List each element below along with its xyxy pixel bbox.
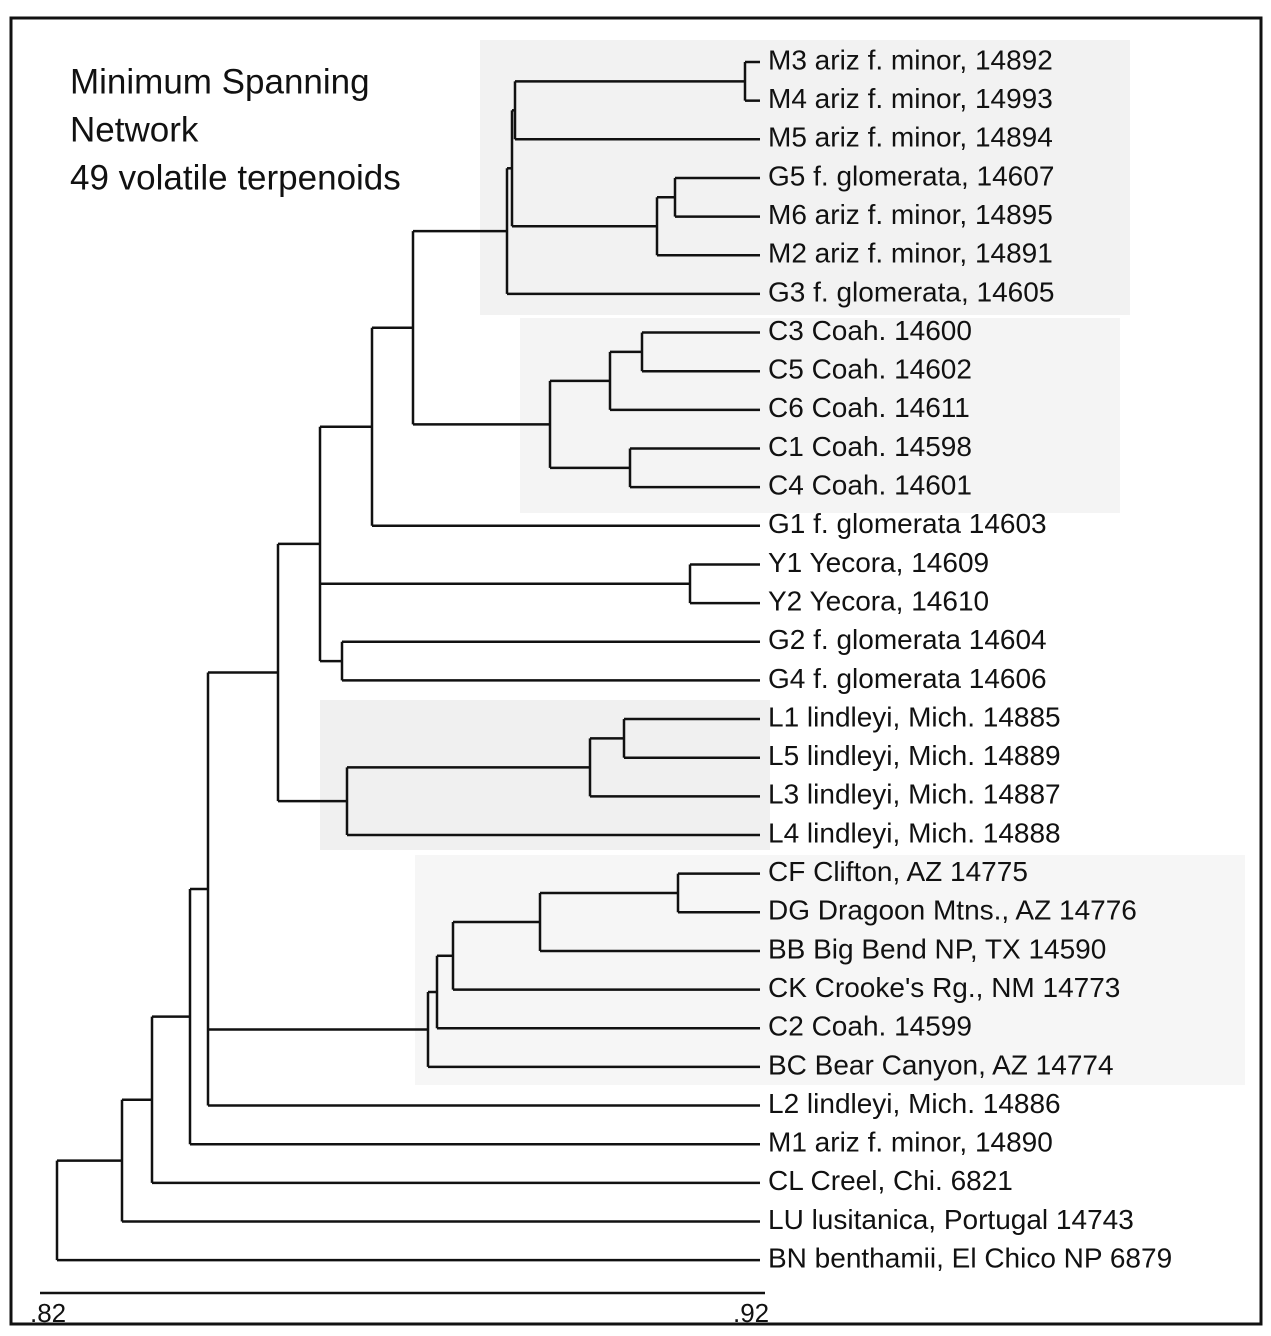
leaf-label: BN benthamii, El Chico NP 6879	[768, 1243, 1172, 1274]
leaf-label: M6 ariz f. minor, 14895	[768, 199, 1053, 230]
title-line: Minimum Spanning	[70, 62, 370, 101]
leaf-label: Y1 Yecora, 14609	[768, 547, 989, 578]
title-line: Network	[70, 110, 199, 149]
axis-tick-label: .92	[733, 1298, 769, 1328]
leaf-label: G3 f. glomerata, 14605	[768, 276, 1054, 307]
shade	[480, 40, 1130, 315]
leaf-label: G5 f. glomerata, 14607	[768, 160, 1054, 191]
leaf-label: DG Dragoon Mtns., AZ 14776	[768, 895, 1137, 926]
shade	[520, 318, 1120, 513]
leaf-label: M1 ariz f. minor, 14890	[768, 1127, 1053, 1158]
shade	[320, 700, 770, 850]
leaf-label: C2 Coah. 14599	[768, 1011, 972, 1042]
leaf-label: C1 Coah. 14598	[768, 431, 972, 462]
leaf-label: CK Crooke's Rg., NM 14773	[768, 972, 1120, 1003]
leaf-label: LU lusitanica, Portugal 14743	[768, 1204, 1134, 1235]
title-line: 49 volatile terpenoids	[70, 158, 401, 197]
leaf-label: G4 f. glomerata 14606	[768, 663, 1047, 694]
axis-tick-label: .82	[30, 1298, 66, 1328]
leaf-label: CF Clifton, AZ 14775	[768, 856, 1028, 887]
leaf-label: M3 ariz f. minor, 14892	[768, 44, 1053, 75]
leaf-label: CL Creel, Chi. 6821	[768, 1165, 1013, 1196]
leaf-label: C4 Coah. 14601	[768, 470, 972, 501]
leaf-label: Y2 Yecora, 14610	[768, 585, 989, 616]
leaf-label: M2 ariz f. minor, 14891	[768, 238, 1053, 269]
leaf-label: BB Big Bend NP, TX 14590	[768, 933, 1106, 964]
leaf-label: M4 ariz f. minor, 14993	[768, 83, 1053, 114]
leaf-label: L1 lindleyi, Mich. 14885	[768, 701, 1061, 732]
leaf-label: L3 lindleyi, Mich. 14887	[768, 779, 1061, 810]
frame	[9, 16, 1263, 1326]
leaf-label: L2 lindleyi, Mich. 14886	[768, 1088, 1061, 1119]
leaf-label: C3 Coah. 14600	[768, 315, 972, 346]
leaf-label: G2 f. glomerata 14604	[768, 624, 1047, 655]
leaf-label: BC Bear Canyon, AZ 14774	[768, 1049, 1114, 1080]
leaf-label: L4 lindleyi, Mich. 14888	[768, 817, 1061, 848]
leaf-label: C6 Coah. 14611	[768, 392, 970, 423]
leaf-label: M5 ariz f. minor, 14894	[768, 122, 1053, 153]
leaf-label: C5 Coah. 14602	[768, 354, 972, 385]
leaf-label: L5 lindleyi, Mich. 14889	[768, 740, 1061, 771]
leaf-label: G1 f. glomerata 14603	[768, 508, 1047, 539]
